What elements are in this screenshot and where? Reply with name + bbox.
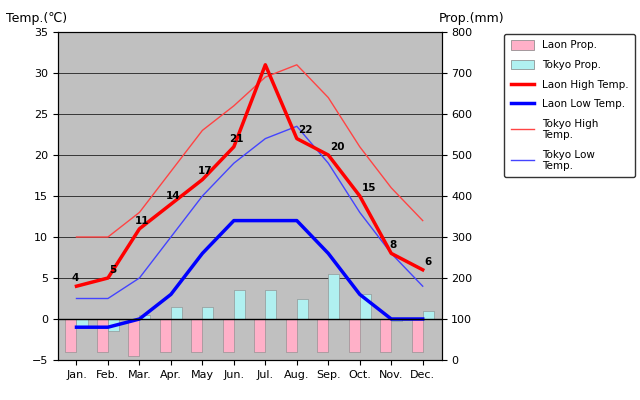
Text: 8: 8 [390,240,397,250]
Text: 17: 17 [198,166,212,176]
Bar [97,319,108,352]
Text: 6: 6 [424,256,431,266]
Bar [266,290,276,319]
Bar [412,319,422,352]
Text: 11: 11 [134,216,149,226]
Bar [171,307,182,319]
Text: Prop.(mm): Prop.(mm) [438,12,504,25]
Bar [297,298,308,319]
Bar [380,319,391,352]
Text: 20: 20 [330,142,344,152]
Bar [65,319,77,352]
Bar [108,319,119,331]
Bar [129,319,140,356]
Bar [223,319,234,352]
Bar [360,294,371,319]
Bar [191,319,202,352]
Bar [286,319,297,352]
Bar [160,319,171,352]
Bar [77,319,88,327]
Bar [391,319,403,322]
Text: 22: 22 [298,125,313,135]
Bar [317,319,328,352]
Bar [202,307,213,319]
Text: 4: 4 [72,273,79,283]
Bar [140,315,150,319]
Text: 15: 15 [362,183,376,193]
Bar [254,319,266,352]
Legend: Laon Prop., Tokyo Prop., Laon High Temp., Laon Low Temp., Tokyo High
Temp., Toky: Laon Prop., Tokyo Prop., Laon High Temp.… [504,34,635,178]
Bar [422,311,434,319]
Text: Temp.(℃): Temp.(℃) [6,12,68,25]
Text: 21: 21 [229,134,244,144]
Text: 14: 14 [166,191,181,201]
Bar [349,319,360,352]
Text: 5: 5 [109,265,116,275]
Bar [328,274,339,319]
Bar [234,290,245,319]
